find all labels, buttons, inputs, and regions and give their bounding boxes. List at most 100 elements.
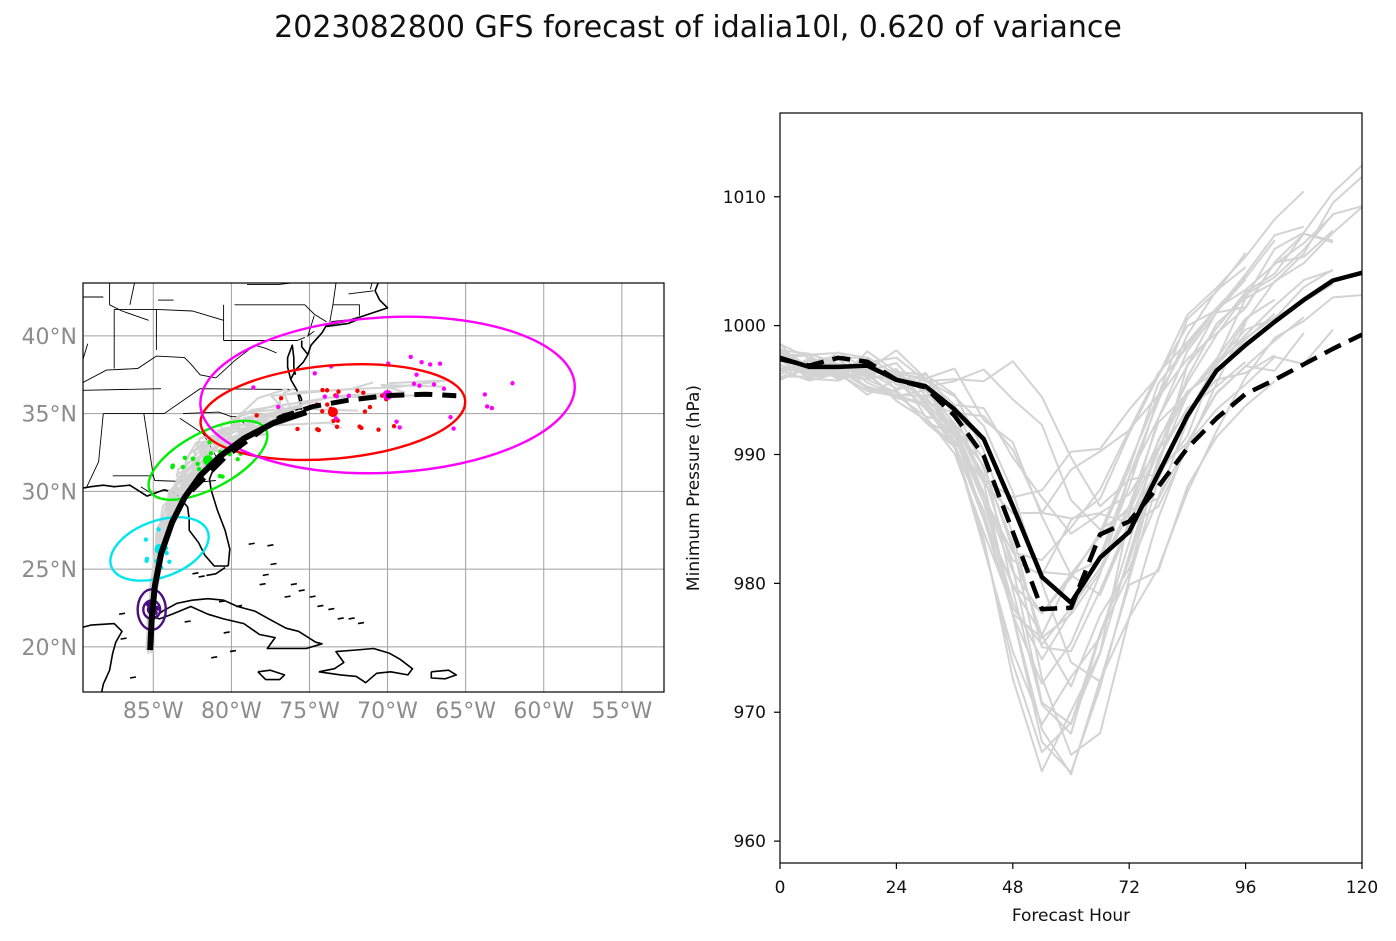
- ensemble-pressure-line: [780, 214, 1334, 561]
- island: [192, 572, 199, 575]
- x-tick-label: 24: [886, 878, 908, 898]
- member-position-dot: [346, 393, 352, 398]
- intensity-x-ticks: 0 24 48 72 96 120: [775, 863, 1378, 898]
- member-position-dot: [217, 473, 223, 479]
- ensemble-pressure-line: [780, 232, 1334, 637]
- member-position-dot: [196, 466, 202, 472]
- map-x-tick-label: 75°W: [279, 699, 340, 724]
- map-x-tick-label: 60°W: [513, 699, 574, 724]
- map-y-tick-label: 35°N: [22, 403, 77, 428]
- state-border: [114, 308, 224, 321]
- island: [236, 604, 243, 608]
- x-tick-label: 48: [1002, 878, 1024, 898]
- figure-title: 2023082800 GFS forecast of idalia10l, 0.…: [274, 10, 1122, 45]
- state-border: [307, 315, 315, 338]
- island: [248, 542, 255, 546]
- map-longitude-ticks: 85°W 80°W 75°W 70°W 65°W 60°W 55°W: [123, 699, 653, 724]
- member-position-dot: [320, 409, 325, 414]
- member-position-dot: [417, 383, 422, 388]
- coastline: [257, 669, 286, 681]
- intensity-y-ticks: 960 970 980 990 1000 1010: [723, 188, 780, 852]
- coastline: [300, 340, 309, 356]
- ensemble-pressure-line: [780, 190, 1305, 499]
- y-tick-label: 1010: [723, 188, 766, 208]
- state-border: [103, 388, 296, 415]
- member-position-dot: [397, 425, 402, 430]
- member-position-dot: [276, 404, 281, 410]
- member-position-dot: [484, 404, 490, 409]
- member-position-dot: [180, 464, 186, 470]
- map-x-tick-label: 85°W: [123, 699, 184, 724]
- state-border: [109, 283, 149, 321]
- member-position-dot: [251, 385, 256, 390]
- member-position-dot: [170, 464, 175, 470]
- member-position-dot: [143, 537, 149, 542]
- uncertainty-ellipse: [199, 315, 576, 475]
- coastline: [206, 566, 226, 577]
- map-y-tick-label: 40°N: [22, 325, 77, 350]
- ensemble-pressure-line: [780, 278, 1247, 726]
- coastline: [208, 283, 389, 567]
- mean-track-dashed: [147, 391, 457, 651]
- island: [298, 589, 305, 592]
- state-border: [369, 283, 373, 290]
- member-position-dot: [367, 404, 373, 410]
- ensemble-pressure-line: [780, 276, 1247, 615]
- ensemble-pressure-line: [780, 266, 1247, 685]
- island: [262, 573, 269, 577]
- member-position-dot: [431, 382, 437, 387]
- state-border: [143, 413, 154, 476]
- state-border: [83, 343, 89, 391]
- ensemble-pressure-line: [780, 239, 1276, 515]
- ensemble-pressure-line: [780, 229, 1334, 661]
- member-position-dot: [207, 439, 212, 445]
- member-position-dot: [208, 451, 214, 456]
- intensity-frame: [779, 112, 1363, 864]
- map-x-tick-label: 70°W: [357, 699, 418, 724]
- island: [284, 595, 291, 598]
- island: [267, 544, 274, 547]
- x-tick-label: 0: [775, 878, 786, 898]
- member-position-dot: [482, 392, 488, 397]
- island: [357, 621, 365, 625]
- y-tick-label: 990: [734, 445, 766, 465]
- member-position-dot: [411, 381, 417, 386]
- map-y-tick-label: 30°N: [22, 480, 77, 505]
- island: [317, 604, 324, 608]
- state-border: [83, 388, 162, 391]
- state-border: [332, 304, 360, 316]
- island: [129, 676, 137, 679]
- island: [270, 562, 277, 566]
- y-tick-label: 1000: [723, 317, 766, 337]
- member-position-dot: [322, 394, 327, 399]
- member-position-dot: [414, 372, 419, 377]
- solid-series-line: [780, 270, 1362, 605]
- ensemble-pressure-line: [780, 283, 1334, 646]
- island: [218, 600, 226, 603]
- member-position-dot: [167, 559, 172, 564]
- island: [229, 649, 237, 653]
- member-position-dot: [336, 389, 341, 394]
- mean-pressure-lines: [780, 270, 1362, 612]
- member-position-dot: [510, 381, 515, 386]
- member-position-dot: [278, 395, 284, 401]
- map-x-tick-label: 65°W: [435, 699, 496, 724]
- y-tick-label: 970: [734, 703, 766, 723]
- member-position-dot: [359, 425, 364, 431]
- intensity-panel: 0 24 48 72 96 120 960 970 980 990 1000 1010 Foreca…: [684, 112, 1378, 926]
- x-tick-label: 96: [1235, 878, 1257, 898]
- map-frame: [82, 282, 665, 693]
- member-position-dot: [451, 426, 456, 431]
- intensity-plot-area: [780, 164, 1362, 776]
- x-tick-label: 120: [1346, 878, 1378, 898]
- island: [290, 582, 297, 586]
- member-position-dot: [315, 427, 320, 432]
- member-position-dot: [334, 424, 340, 430]
- member-position-dot: [427, 362, 433, 367]
- island: [348, 617, 355, 620]
- island: [259, 582, 266, 586]
- member-position-dot: [333, 416, 339, 421]
- y-tick-label: 980: [734, 574, 766, 594]
- island: [198, 575, 205, 578]
- map-x-tick-label: 80°W: [201, 699, 262, 724]
